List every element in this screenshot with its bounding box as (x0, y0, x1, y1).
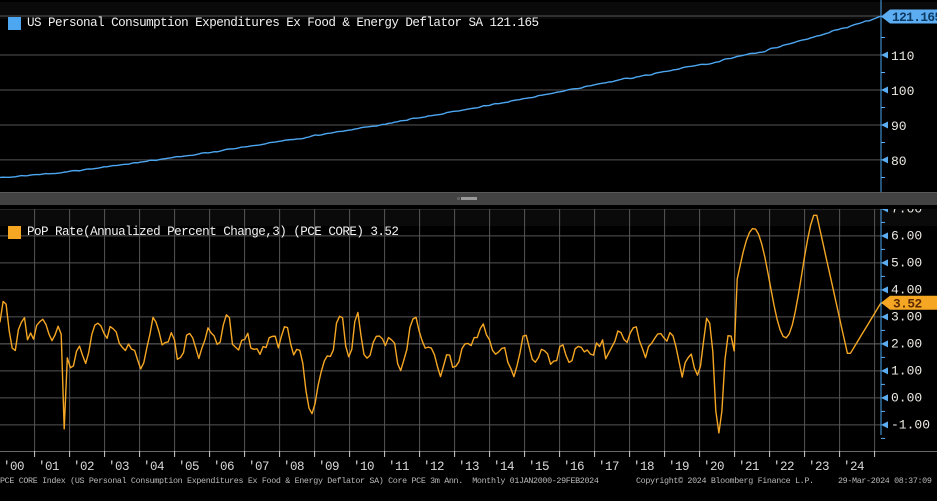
svg-text:'04: '04 (143, 460, 164, 471)
svg-text:5.00: 5.00 (891, 256, 922, 271)
svg-text:7.00: 7.00 (891, 209, 922, 217)
svg-text:'14: '14 (493, 460, 514, 471)
svg-text:3.52: 3.52 (893, 296, 922, 311)
svg-text:2.00: 2.00 (891, 337, 922, 352)
svg-text:100: 100 (891, 84, 914, 99)
svg-text:'07: '07 (248, 460, 269, 471)
svg-text:'10: '10 (353, 460, 374, 471)
svg-text:0.00: 0.00 (891, 391, 922, 406)
svg-text:4.00: 4.00 (891, 283, 922, 298)
svg-text:'02: '02 (73, 460, 94, 471)
svg-text:'23: '23 (808, 460, 829, 471)
svg-text:'24: '24 (843, 460, 864, 471)
svg-text:110: 110 (891, 49, 914, 64)
svg-text:'19: '19 (668, 460, 689, 471)
svg-text:80: 80 (891, 154, 907, 169)
svg-text:'16: '16 (563, 460, 584, 471)
svg-text:1.00: 1.00 (891, 364, 922, 379)
svg-text:'13: '13 (458, 460, 479, 471)
svg-text:'21: '21 (738, 460, 759, 471)
svg-text:121.165: 121.165 (892, 10, 937, 25)
svg-text:'20: '20 (703, 460, 724, 471)
svg-text:3.00: 3.00 (891, 310, 922, 325)
svg-text:'08: '08 (283, 460, 304, 471)
svg-text:6.00: 6.00 (891, 229, 922, 244)
svg-text:'15: '15 (528, 460, 549, 471)
svg-text:'17: '17 (598, 460, 619, 471)
svg-text:'18: '18 (633, 460, 654, 471)
svg-text:-1.00: -1.00 (891, 418, 930, 433)
svg-text:'05: '05 (178, 460, 199, 471)
svg-text:'12: '12 (423, 460, 444, 471)
svg-text:'01: '01 (38, 460, 59, 471)
svg-text:'22: '22 (773, 460, 794, 471)
svg-text:'11: '11 (388, 460, 409, 471)
svg-text:'06: '06 (213, 460, 234, 471)
svg-text:90: 90 (891, 119, 907, 134)
svg-text:'03: '03 (108, 460, 129, 471)
svg-text:'00: '00 (3, 460, 24, 471)
svg-text:'09: '09 (318, 460, 339, 471)
